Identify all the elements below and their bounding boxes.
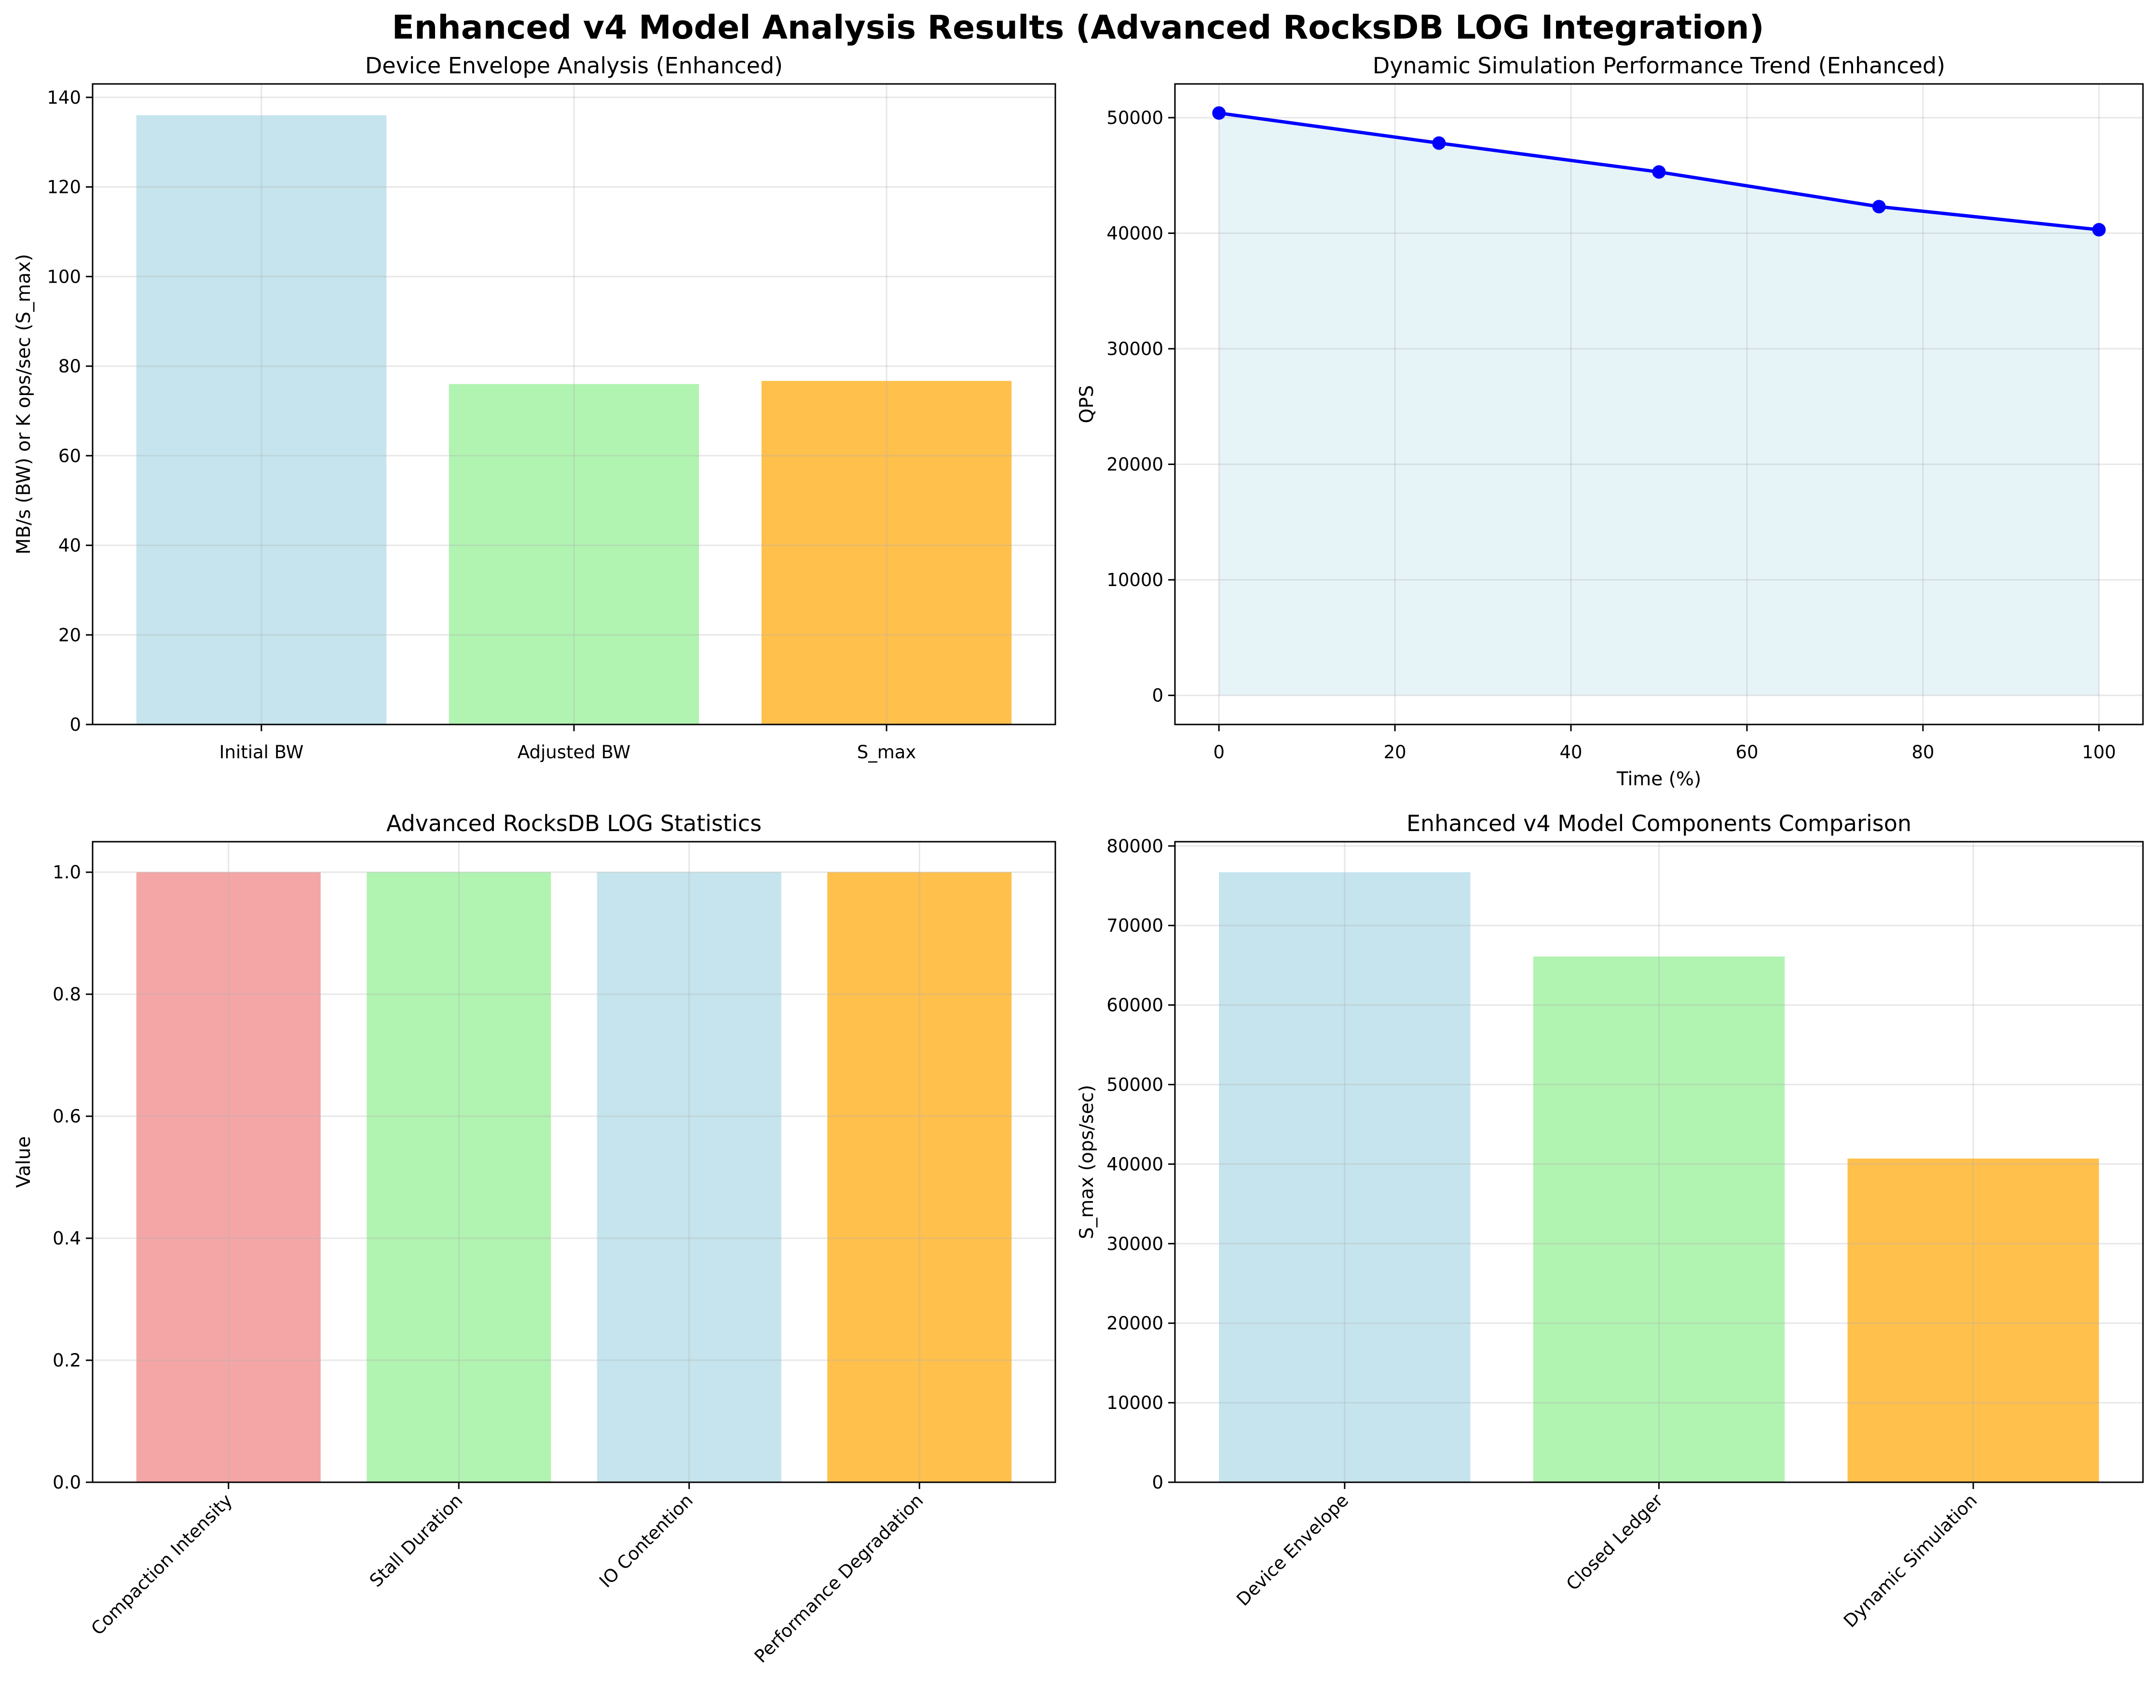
x-tick-label: S_max xyxy=(857,742,916,763)
bar-stall-duration xyxy=(367,872,551,1482)
axes-frame xyxy=(1174,83,2144,725)
y-tick-label: 70000 xyxy=(1106,915,1163,936)
bar-adjusted-bw xyxy=(449,384,699,724)
data-point xyxy=(1652,165,1666,179)
x-tick-label: 60 xyxy=(1735,742,1758,763)
chart-title: Enhanced v4 Model Components Comparison xyxy=(1406,810,1911,836)
y-tick-label: 40000 xyxy=(1106,1154,1163,1175)
bar-initial-bw xyxy=(136,115,387,725)
x-tick-label: 100 xyxy=(2082,742,2116,763)
chart-title: Dynamic Simulation Performance Trend (En… xyxy=(1373,53,1945,79)
area-fill xyxy=(1219,113,2099,696)
y-tick-label: 30000 xyxy=(1106,339,1163,359)
bar-performance-degradation xyxy=(827,872,1012,1482)
y-tick-label: 0 xyxy=(69,714,81,735)
y-tick-label: 0.8 xyxy=(53,984,81,1005)
y-tick-label: 0.2 xyxy=(53,1350,81,1371)
x-tick-label: 20 xyxy=(1384,742,1406,763)
y-tick-label: 40000 xyxy=(1106,223,1163,244)
y-tick-label: 140 xyxy=(47,87,81,108)
y-tick-label: 100 xyxy=(47,266,81,287)
y-tick-label: 0.6 xyxy=(53,1106,81,1127)
y-tick-label: 1.0 xyxy=(53,862,81,883)
bar-device-envelope xyxy=(1219,872,1471,1482)
data-point xyxy=(1212,106,1226,120)
chart-title: Device Envelope Analysis (Enhanced) xyxy=(365,53,783,79)
y-tick-label: 0.0 xyxy=(53,1472,81,1493)
y-tick-label: 120 xyxy=(47,177,81,198)
y-axis-label: S_max (ops/sec) xyxy=(1076,1085,1098,1239)
y-tick-label: 20 xyxy=(58,625,81,645)
y-tick-label: 50000 xyxy=(1106,1075,1163,1095)
y-axis-label: MB/s (BW) or K ops/sec (S_max) xyxy=(13,254,35,554)
x-tick-label: Initial BW xyxy=(219,742,304,763)
chart-logstats: Advanced RocksDB LOG StatisticsValueComp… xyxy=(13,810,1056,1667)
y-tick-label: 60000 xyxy=(1106,995,1163,1016)
x-tick-label: 80 xyxy=(1911,742,1934,763)
y-tick-label: 10000 xyxy=(1106,1393,1163,1413)
x-tick-label: Adjusted BW xyxy=(518,742,630,763)
axes-frame xyxy=(92,841,1056,1483)
y-tick-label: 0 xyxy=(1152,685,1163,706)
chart-envelope: Device Envelope Analysis (Enhanced) MB/s … xyxy=(13,53,1056,763)
y-tick-label: 20000 xyxy=(1106,454,1163,475)
bar-s-max xyxy=(761,381,1012,724)
y-tick-label: 40 xyxy=(58,535,81,556)
bar-io-contention xyxy=(597,872,781,1482)
axes-frame xyxy=(1174,841,2144,1483)
y-tick-label: 80 xyxy=(58,356,81,377)
bar-compaction-intensity xyxy=(136,872,321,1482)
y-tick-label: 50000 xyxy=(1106,108,1163,128)
x-axis-label: Time (%) xyxy=(1616,768,1701,790)
y-tick-label: 10000 xyxy=(1106,570,1163,590)
y-tick-label: 0.4 xyxy=(53,1228,81,1249)
y-tick-label: 0 xyxy=(1152,1472,1163,1493)
figure-suptitle: Enhanced v4 Model Analysis Results (Adva… xyxy=(392,9,1764,47)
y-axis-label: Value xyxy=(13,1136,35,1188)
data-point xyxy=(2092,223,2106,237)
axes-frame xyxy=(92,83,1056,725)
chart-trend: Dynamic Simulation Performance Trend (En… xyxy=(1076,53,2144,790)
y-tick-label: 80000 xyxy=(1106,836,1163,857)
y-tick-label: 20000 xyxy=(1106,1313,1163,1334)
x-tick-label: 40 xyxy=(1559,742,1582,763)
y-axis-label: QPS xyxy=(1076,385,1098,424)
y-tick-label: 30000 xyxy=(1106,1233,1163,1254)
data-point xyxy=(1432,136,1446,150)
chart-title: Advanced RocksDB LOG Statistics xyxy=(386,810,762,836)
bar-dynamic-simulation xyxy=(1847,1158,2099,1482)
bar-closed-ledger xyxy=(1533,956,1785,1482)
data-point xyxy=(1872,200,1886,214)
y-tick-label: 60 xyxy=(58,446,81,466)
x-tick-label: 0 xyxy=(1213,742,1225,763)
